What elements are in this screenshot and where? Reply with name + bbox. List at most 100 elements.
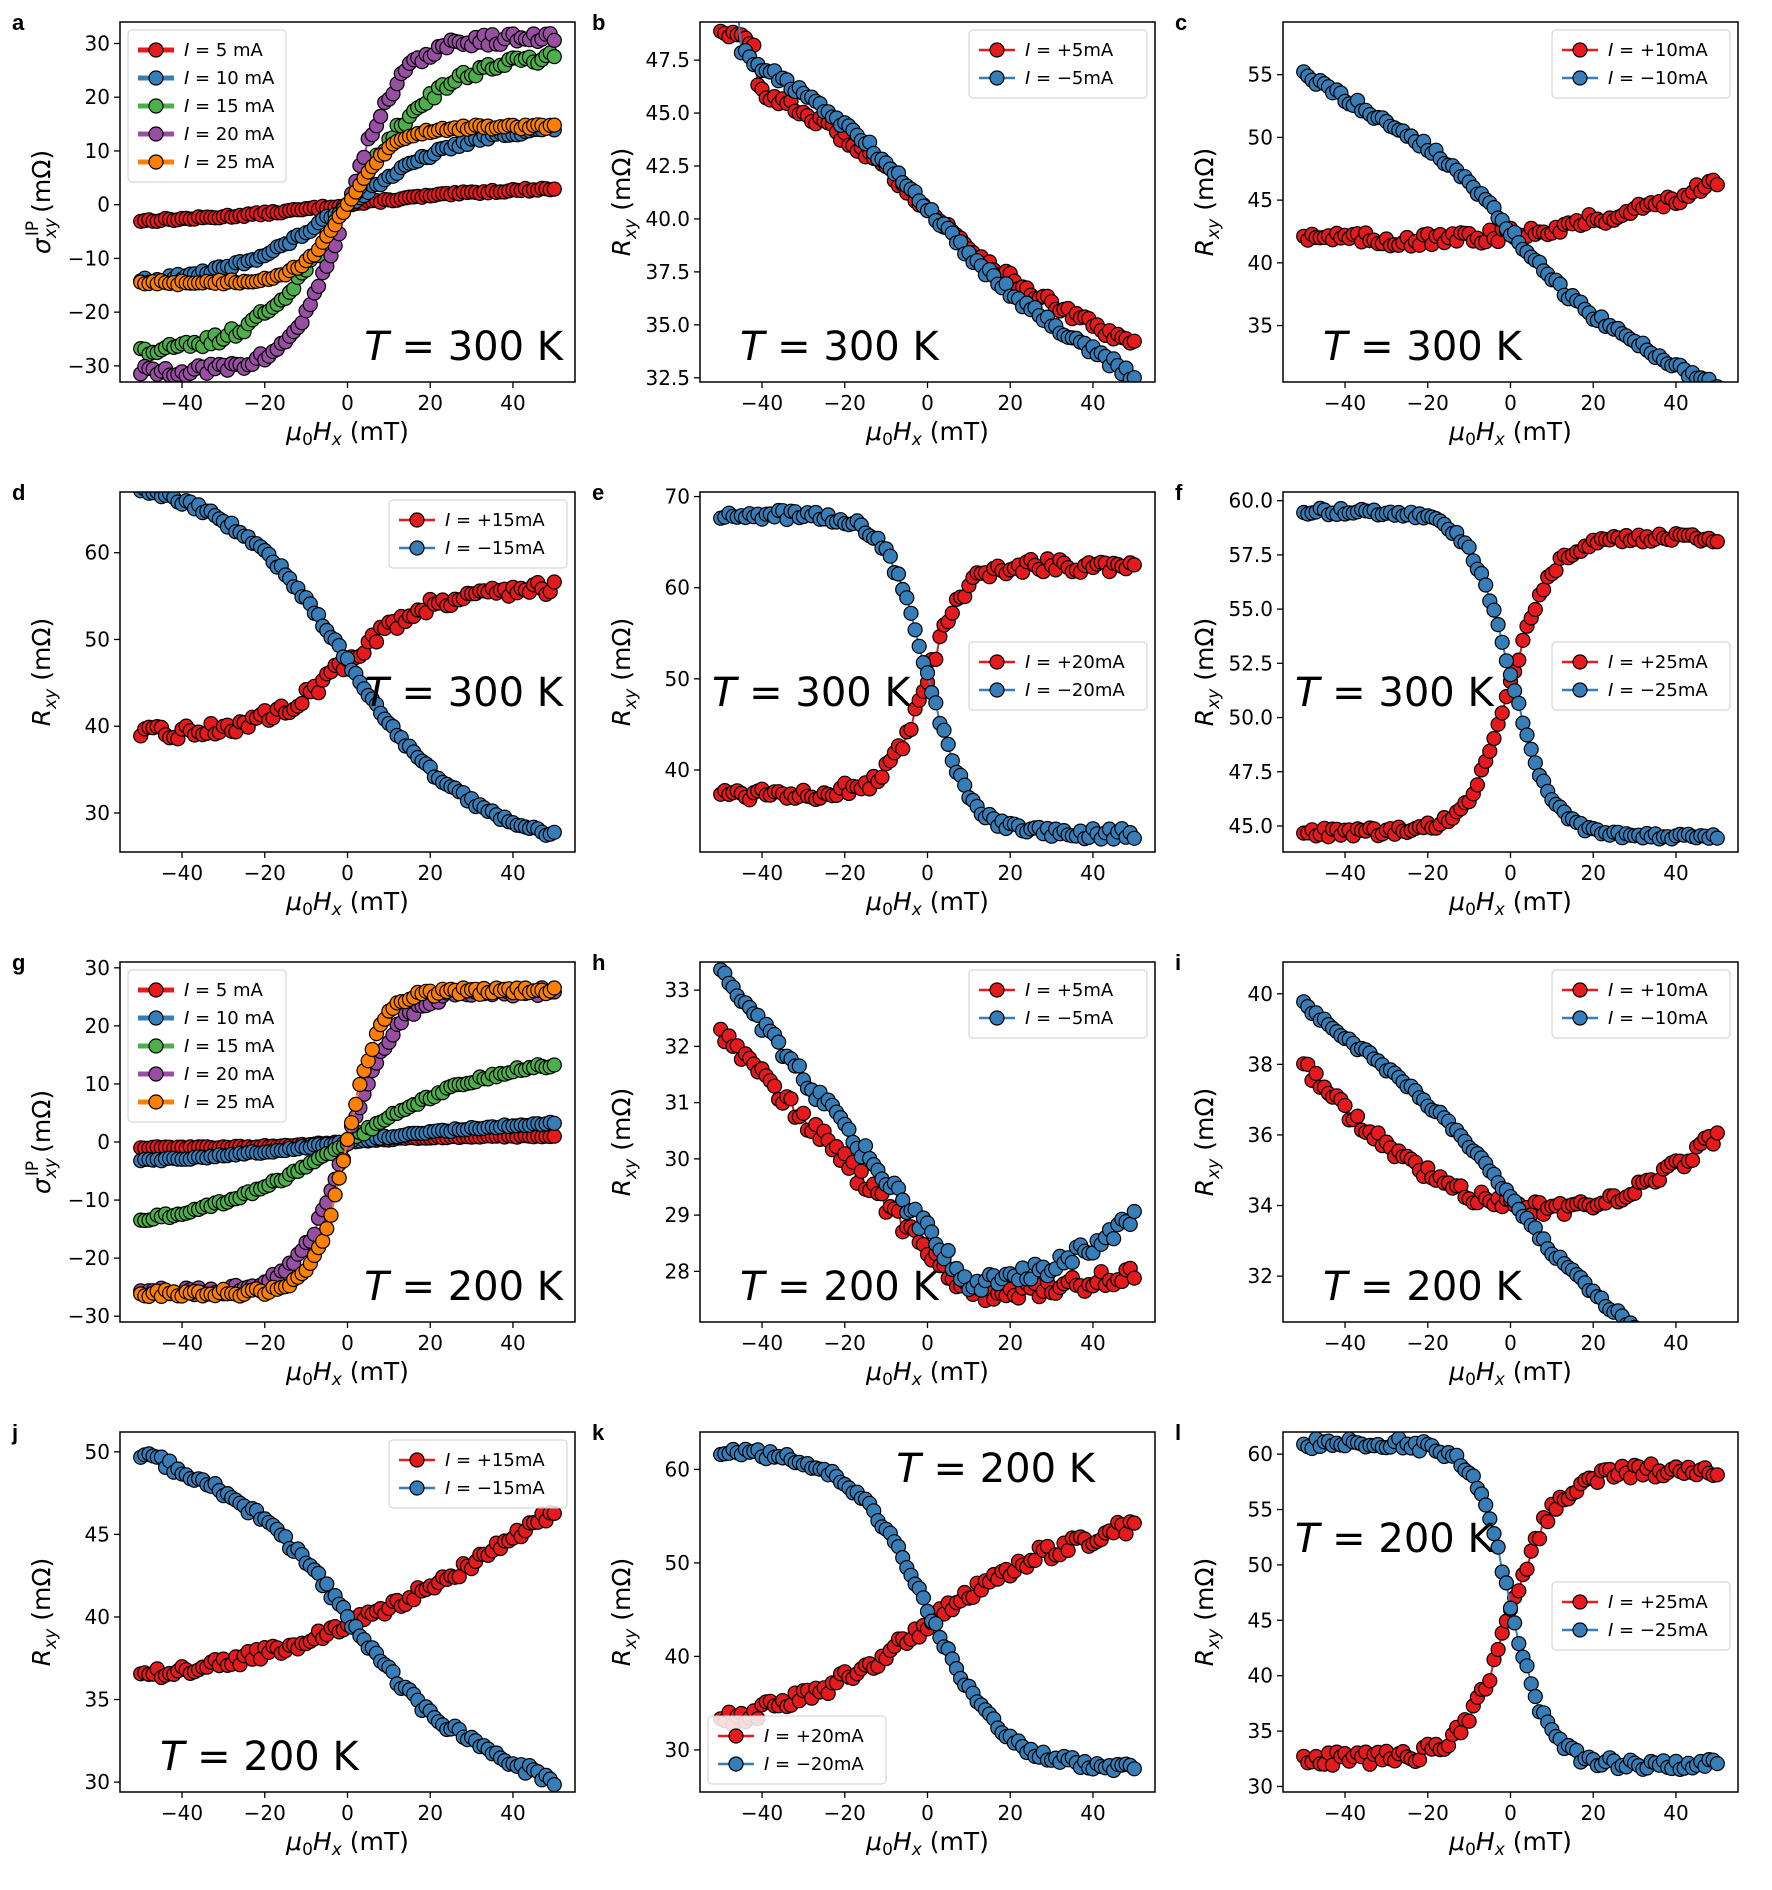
data-point bbox=[1502, 1600, 1519, 1616]
y-tick-label: 50 bbox=[1248, 1553, 1273, 1577]
y-tick-label: 42.5 bbox=[645, 154, 690, 178]
legend-label: I = +25mA bbox=[1608, 652, 1708, 673]
series-orange bbox=[133, 980, 562, 1305]
x-tick-label: 20 bbox=[418, 1331, 443, 1355]
data-point bbox=[1469, 777, 1486, 793]
x-tick-label: −20 bbox=[244, 391, 286, 415]
series-red bbox=[133, 1505, 562, 1686]
panel-label-i: i bbox=[1175, 950, 1181, 975]
legend-marker bbox=[409, 1480, 425, 1496]
panel-label-c: c bbox=[1175, 10, 1187, 35]
y-axis-label: Rxy (mΩ) bbox=[607, 148, 641, 256]
y-tick-label: 35 bbox=[85, 1688, 110, 1712]
x-tick-label: 0 bbox=[1504, 1331, 1517, 1355]
legend-box bbox=[1551, 1581, 1731, 1651]
x-tick-label: 20 bbox=[418, 1801, 443, 1825]
data-point bbox=[928, 695, 944, 711]
y-axis-label: Rxy (mΩ) bbox=[607, 618, 641, 726]
y-tick-label: −30 bbox=[68, 1304, 110, 1328]
legend-box bbox=[968, 29, 1148, 99]
y-tick-label: 30 bbox=[85, 801, 110, 825]
plot-frame bbox=[699, 491, 1156, 853]
y-tick-label: 30 bbox=[665, 1738, 690, 1762]
x-tick-label: −40 bbox=[741, 1331, 783, 1355]
legend-label: I = +20mA bbox=[1025, 652, 1125, 673]
data-layer bbox=[713, 1441, 1142, 1779]
legend-marker bbox=[989, 42, 1005, 58]
data-point bbox=[1709, 1467, 1725, 1483]
plot-frame bbox=[1282, 1431, 1739, 1793]
x-tick-label: 0 bbox=[1504, 1801, 1517, 1825]
legend-marker bbox=[989, 70, 1005, 86]
y-axis-label: σxyIP (mΩ) bbox=[23, 1090, 61, 1194]
data-point bbox=[1490, 1539, 1506, 1555]
data-point bbox=[1710, 1383, 1724, 1397]
data-point bbox=[857, 1138, 874, 1154]
legend-box bbox=[127, 969, 287, 1123]
data-point bbox=[1684, 1152, 1701, 1168]
panel-label-d: d bbox=[12, 480, 25, 505]
data-point bbox=[1527, 755, 1543, 771]
panel-label-j: j bbox=[11, 1420, 18, 1445]
data-point bbox=[1636, 1327, 1650, 1341]
legend-marker bbox=[148, 1010, 164, 1026]
x-tick-label: 20 bbox=[998, 1801, 1023, 1825]
legend: I = +10mA I = −10mA bbox=[1551, 29, 1731, 99]
legend-box bbox=[968, 641, 1148, 711]
temperature-label: T = 300 K bbox=[364, 324, 564, 370]
legend-label: I = 10 mA bbox=[184, 68, 275, 89]
legend-marker bbox=[1572, 42, 1588, 58]
data-point bbox=[546, 980, 562, 996]
data-point bbox=[1494, 634, 1510, 650]
y-tick-label: 30 bbox=[85, 31, 110, 55]
y-tick-label: 30 bbox=[665, 1147, 690, 1171]
y-tick-label: 47.5 bbox=[1228, 760, 1273, 784]
x-axis-label: μ0Hx (mT) bbox=[865, 1357, 989, 1390]
series-blue bbox=[1296, 994, 1724, 1397]
data-point bbox=[1694, 1371, 1708, 1385]
data-point bbox=[1698, 1376, 1712, 1390]
y-tick-label: 55 bbox=[1248, 1498, 1273, 1522]
series-blue bbox=[713, 502, 1142, 847]
data-point bbox=[1622, 1315, 1639, 1322]
data-point bbox=[1126, 830, 1142, 846]
legend-label: I = −10mA bbox=[1608, 1008, 1708, 1029]
panel-d: d −40 −20 0 20 40 30 40 50 60 μ0Hx (mT) Rxy (mΩ) T =… bbox=[12, 480, 576, 920]
data-point bbox=[1632, 1328, 1646, 1342]
legend-label: I = +10mA bbox=[1608, 980, 1708, 1001]
data-point bbox=[1511, 1583, 1527, 1599]
data-point bbox=[895, 741, 911, 757]
y-tick-label: 50 bbox=[665, 667, 690, 691]
x-tick-label: 20 bbox=[1581, 391, 1606, 415]
legend: I = 5 mA I = 10 mA I = 15 mA I = 20 mA I = 2… bbox=[127, 29, 287, 183]
y-tick-label: 60 bbox=[85, 541, 110, 565]
data-point bbox=[770, 1034, 787, 1050]
legend-box bbox=[388, 1439, 568, 1509]
data-point bbox=[874, 769, 890, 785]
legend-marker bbox=[409, 540, 425, 556]
data-point bbox=[1461, 539, 1477, 555]
x-tick-label: 20 bbox=[1581, 1331, 1606, 1355]
y-axis-label: Rxy (mΩ) bbox=[1190, 618, 1224, 726]
y-tick-label: −20 bbox=[68, 300, 110, 324]
y-tick-label: 55.0 bbox=[1228, 597, 1273, 621]
legend-marker bbox=[1572, 70, 1588, 86]
data-point bbox=[1709, 830, 1725, 846]
y-tick-label: 38 bbox=[1248, 1052, 1273, 1076]
series-orange bbox=[133, 117, 562, 293]
data-point bbox=[940, 736, 956, 753]
panel-b: b −40 −20 0 20 40 32.5 35.0 37.5 40.0 42.5 45.0 47.5… bbox=[592, 10, 1156, 450]
data-point bbox=[1523, 1543, 1539, 1559]
data-point bbox=[546, 181, 562, 197]
x-tick-label: −20 bbox=[244, 861, 286, 885]
y-tick-label: −10 bbox=[68, 1188, 110, 1212]
x-tick-label: 0 bbox=[341, 1331, 354, 1355]
data-point bbox=[546, 48, 562, 65]
panel-i: i −40 −20 0 20 40 32 34 36 38 40 μ0Hx (mT) Rxy (mΩ) T… bbox=[1175, 950, 1739, 1397]
panel-a: a −40 −20 0 20 40 −30 −20 −10 0 10 20 30 μ0Hx (mT) σxy… bbox=[12, 10, 576, 450]
data-point bbox=[331, 1170, 347, 1186]
data-point bbox=[1411, 1752, 1428, 1768]
legend-marker bbox=[148, 70, 164, 86]
series-green bbox=[133, 45, 562, 362]
plot-frame bbox=[1282, 491, 1739, 853]
